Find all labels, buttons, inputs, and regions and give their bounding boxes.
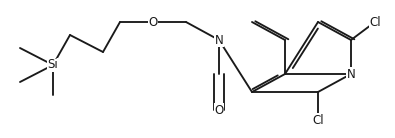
Text: Cl: Cl bbox=[312, 113, 324, 127]
Text: O: O bbox=[149, 15, 158, 29]
Text: Cl: Cl bbox=[369, 15, 381, 29]
Text: Si: Si bbox=[48, 59, 58, 71]
Text: N: N bbox=[214, 34, 224, 47]
Text: N: N bbox=[347, 67, 356, 80]
Text: O: O bbox=[214, 104, 224, 116]
